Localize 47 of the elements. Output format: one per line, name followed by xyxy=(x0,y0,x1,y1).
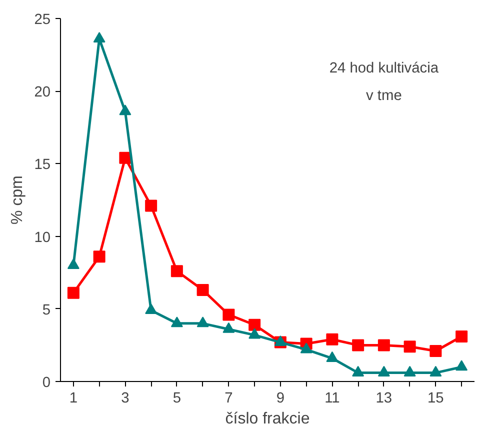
x-tick-label: 11 xyxy=(324,390,340,406)
y-tick-label: 15 xyxy=(34,157,51,174)
point xyxy=(67,258,80,270)
point xyxy=(248,328,261,339)
point xyxy=(119,104,132,116)
x-tick-label: 5 xyxy=(172,390,182,406)
x-tick-label: 3 xyxy=(121,390,130,406)
point xyxy=(196,284,209,296)
y-tick-label: 0 xyxy=(42,375,51,391)
x-axis-title: číslo frakcie xyxy=(225,410,310,428)
point xyxy=(222,308,235,321)
point xyxy=(430,345,442,358)
point xyxy=(378,366,390,376)
x-tick-label: 13 xyxy=(376,390,392,406)
point xyxy=(352,366,364,376)
point xyxy=(352,339,364,352)
point xyxy=(93,250,106,263)
point xyxy=(326,351,338,362)
point xyxy=(145,304,158,314)
y-axis-title: % cpm xyxy=(9,176,26,224)
point xyxy=(170,265,183,278)
point xyxy=(300,342,312,354)
y-tick-label: 20 xyxy=(34,84,51,101)
x-tick-label: 15 xyxy=(428,390,444,406)
point xyxy=(170,316,183,328)
x-tick-label: 7 xyxy=(224,390,233,406)
point xyxy=(430,366,442,376)
point xyxy=(145,200,158,212)
point xyxy=(456,330,468,342)
point xyxy=(378,339,390,352)
point xyxy=(67,286,80,299)
y-tick-label: 10 xyxy=(34,230,51,246)
point xyxy=(119,152,132,164)
annotation: 24 hod kultivácia xyxy=(329,60,440,77)
point xyxy=(274,335,286,346)
annotation: v tme xyxy=(366,88,402,104)
point xyxy=(404,366,416,376)
point xyxy=(404,340,416,353)
point xyxy=(248,318,261,331)
point xyxy=(196,316,209,328)
x-tick-label: 1 xyxy=(69,390,78,406)
y-tick-label: 5 xyxy=(42,302,51,318)
point xyxy=(222,322,235,333)
point xyxy=(456,360,468,371)
x-tick-label: 9 xyxy=(276,390,285,406)
point xyxy=(326,333,338,346)
y-tick-label: 25 xyxy=(34,12,51,28)
